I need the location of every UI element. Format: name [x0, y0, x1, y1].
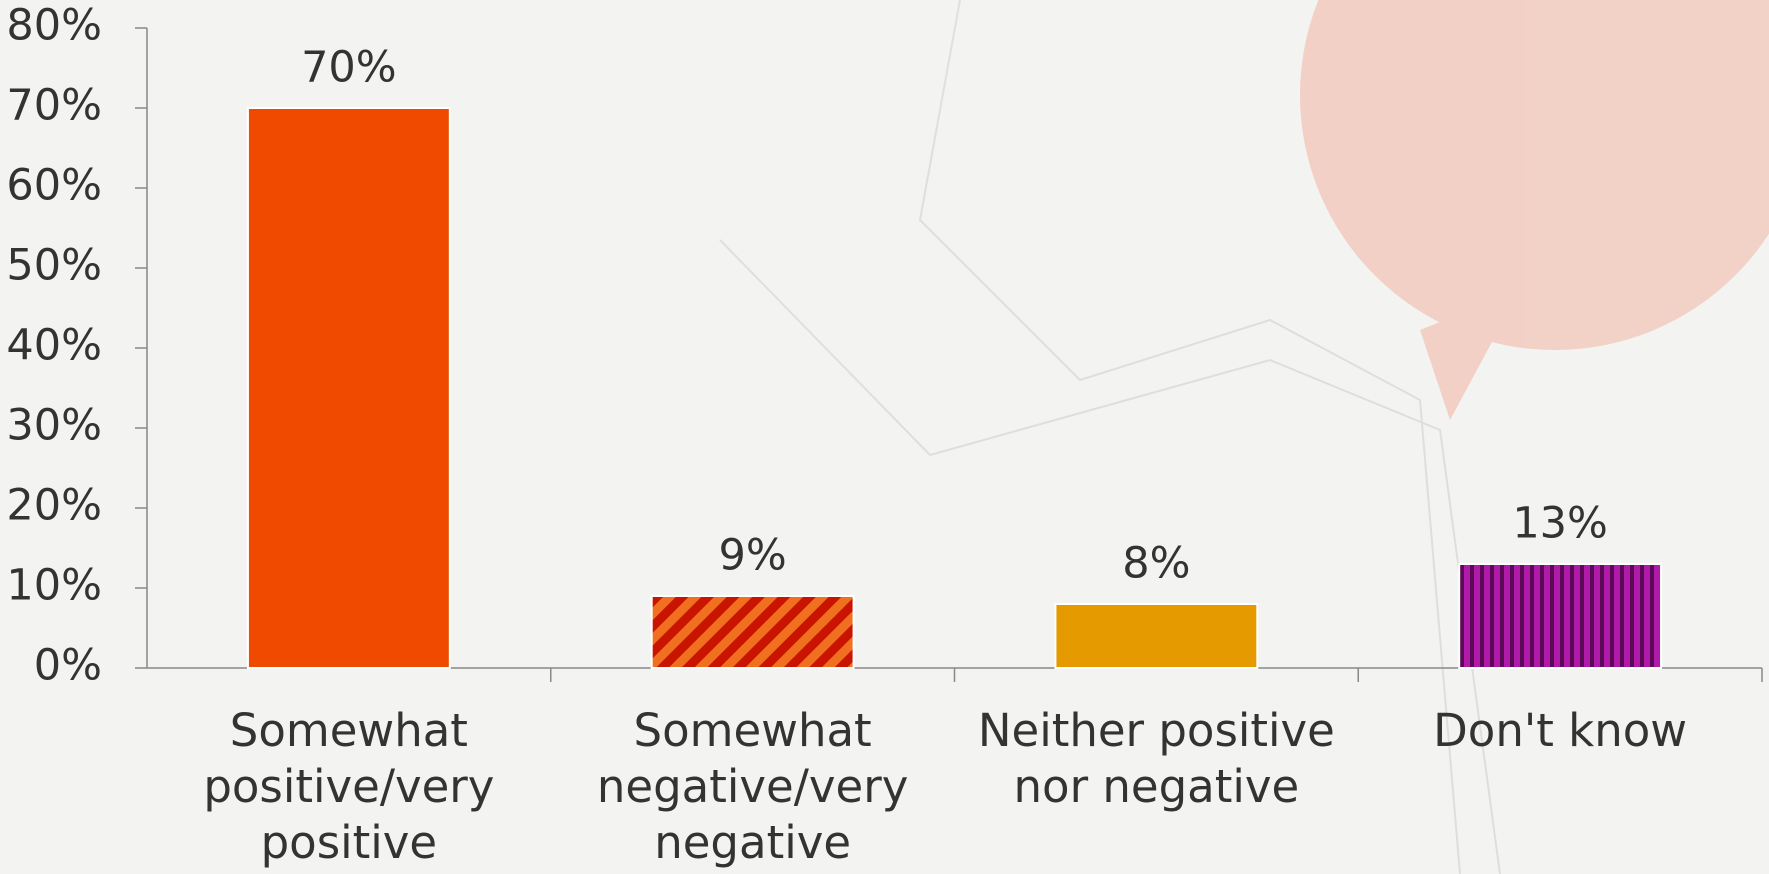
- value-label: 13%: [1512, 499, 1608, 549]
- value-label: 70%: [301, 43, 397, 93]
- y-tick-label: 80%: [6, 1, 102, 51]
- bar: [1458, 563, 1663, 669]
- y-tick-label: 40%: [6, 321, 102, 371]
- y-tick-label: 20%: [6, 481, 102, 531]
- value-label: 9%: [719, 531, 787, 581]
- x-tick-label: Neither positive nor negative: [977, 704, 1335, 813]
- y-tick-label: 60%: [6, 161, 102, 211]
- bar: [1054, 603, 1259, 669]
- x-tick-label: Somewhat negative/very negative: [596, 704, 909, 869]
- y-tick-label: 30%: [6, 401, 102, 451]
- x-tick-label: Don't know: [1433, 704, 1688, 757]
- y-tick-label: 0%: [34, 641, 102, 691]
- x-tick-label: Somewhat positive/very positive: [203, 704, 495, 869]
- bar: [246, 107, 451, 669]
- y-tick-label: 50%: [6, 241, 102, 291]
- y-tick-label: 70%: [6, 81, 102, 131]
- bar: [650, 595, 855, 669]
- value-label: 8%: [1122, 539, 1190, 589]
- background-decoration: [719, 0, 1769, 874]
- y-tick-label: 10%: [6, 561, 102, 611]
